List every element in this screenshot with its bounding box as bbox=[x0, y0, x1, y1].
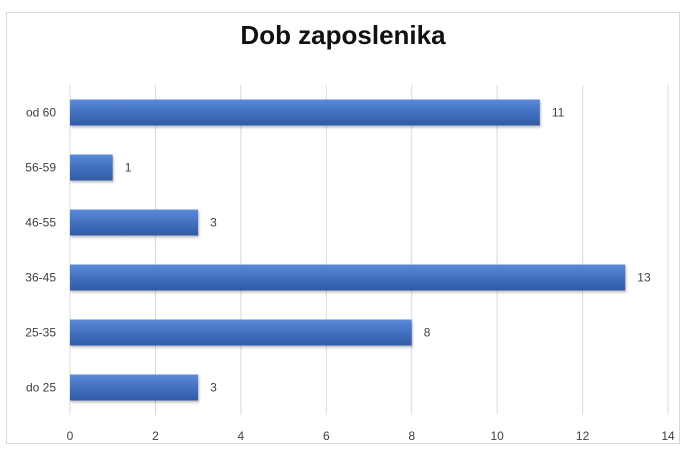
category-label: do 25 bbox=[26, 381, 56, 395]
bars bbox=[70, 99, 626, 401]
data-label: 3 bbox=[210, 381, 217, 395]
x-tick-label: 10 bbox=[490, 429, 504, 443]
data-label: 13 bbox=[637, 271, 651, 285]
category-label: 56-59 bbox=[25, 161, 56, 175]
data-label: 3 bbox=[210, 216, 217, 230]
x-tick-label: 2 bbox=[152, 429, 159, 443]
category-label: 36-45 bbox=[25, 271, 56, 285]
bar-36-45 bbox=[70, 264, 626, 291]
bar-od-60 bbox=[70, 99, 540, 126]
category-label: 25-35 bbox=[25, 326, 56, 340]
data-label: 8 bbox=[424, 326, 431, 340]
labels: 0 2 4 6 8 10 12 14 od 60 11 56-59 1 46-55 3 36-45 13 25-… bbox=[25, 106, 675, 444]
x-tick-label: 0 bbox=[67, 429, 74, 443]
category-label: 46-55 bbox=[25, 216, 56, 230]
gridlines bbox=[69, 85, 669, 415]
x-tick-label: 8 bbox=[408, 429, 415, 443]
bar-46-55 bbox=[70, 209, 199, 236]
x-tick-label: 14 bbox=[661, 429, 675, 443]
bar-do-25 bbox=[70, 374, 199, 401]
x-tick-label: 6 bbox=[323, 429, 330, 443]
x-tick-label: 12 bbox=[576, 429, 590, 443]
x-tick-label: 4 bbox=[238, 429, 245, 443]
category-label: od 60 bbox=[26, 106, 56, 120]
data-label: 11 bbox=[552, 106, 565, 120]
bar-56-59 bbox=[70, 154, 113, 181]
data-label: 1 bbox=[125, 161, 132, 175]
chart-title: Dob zaposlenika bbox=[240, 20, 446, 50]
bar-25-35 bbox=[70, 319, 412, 346]
